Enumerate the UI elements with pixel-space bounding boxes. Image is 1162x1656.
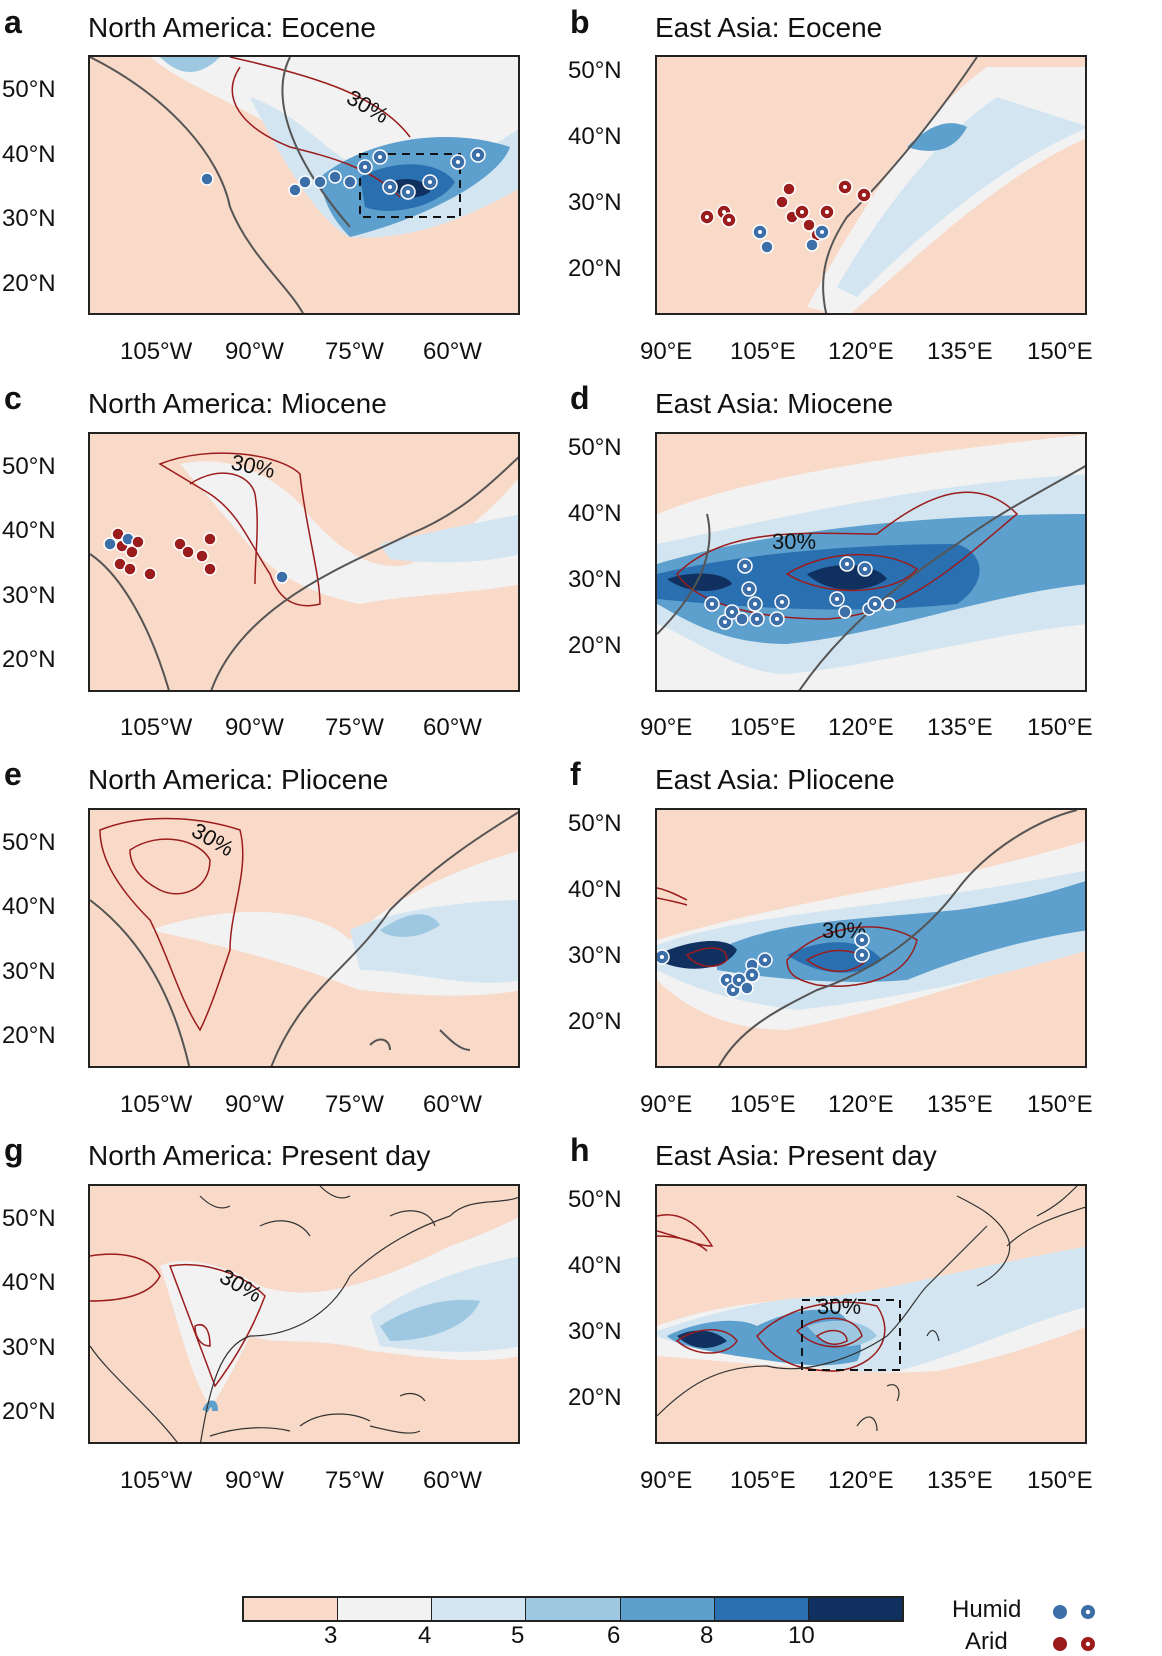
- panel-letter: d: [570, 380, 590, 416]
- legend-humid-label: Humid: [952, 1596, 1022, 1623]
- colorbar-tick: 10: [788, 1622, 815, 1649]
- colorbar-swatch: [714, 1598, 809, 1620]
- panel-title: East Asia: Present day: [655, 1140, 937, 1171]
- colorbar-swatch: [338, 1598, 433, 1620]
- colorbar-tick: 5: [511, 1622, 525, 1649]
- map-na-eocene: 30%: [88, 55, 520, 315]
- panel-title: North America: Eocene: [88, 12, 376, 43]
- legend-arid-label: Arid: [965, 1628, 1008, 1655]
- panel-title: East Asia: Miocene: [655, 388, 894, 419]
- proxy-sites: [103, 527, 289, 584]
- map-ea-miocene: 30%: [655, 432, 1087, 692]
- colorbar-swatch: [432, 1598, 527, 1620]
- panel-letter: g: [4, 1132, 24, 1168]
- colorbar-tick: 4: [418, 1622, 432, 1649]
- panel-letter: h: [570, 1132, 590, 1168]
- panel-title: North America: Pliocene: [88, 764, 389, 795]
- proxy-sites: [704, 556, 896, 630]
- colorbar: [242, 1596, 904, 1622]
- contour-label: 30%: [817, 1294, 861, 1319]
- panel-letter: b: [570, 4, 590, 40]
- panel-letter: a: [4, 4, 22, 40]
- map-na-present: 30%: [88, 1184, 520, 1444]
- colorbar-tick: 3: [324, 1622, 338, 1649]
- panel-letter: c: [4, 380, 22, 416]
- colorbar-tick: 8: [700, 1622, 714, 1649]
- contour-label: 30%: [772, 529, 816, 554]
- panel-title: East Asia: Eocene: [655, 12, 883, 43]
- proxy-sites: [657, 932, 870, 998]
- colorbar-swatch: [244, 1598, 339, 1620]
- map-ea-eocene: [655, 55, 1087, 315]
- map-na-pliocene: 30%: [88, 808, 520, 1068]
- panel-letter: e: [4, 756, 22, 792]
- map-ea-pliocene: 30%: [655, 808, 1087, 1068]
- panel-title: North America: Miocene: [88, 388, 387, 419]
- panel-title: North America: Present day: [88, 1140, 431, 1171]
- proxy-sites: [699, 179, 872, 254]
- proxy-sites: [200, 147, 486, 200]
- arid-marker-icon: [1053, 1637, 1067, 1651]
- colorbar-tick: 6: [607, 1622, 621, 1649]
- panel-title: East Asia: Pliocene: [655, 764, 895, 795]
- map-ea-present: 30%: [655, 1184, 1087, 1444]
- colorbar-swatch: [808, 1598, 902, 1620]
- colorbar-swatch: [526, 1598, 621, 1620]
- map-na-miocene: 30%: [88, 432, 520, 692]
- legend-markers: [1053, 1605, 1095, 1651]
- humid-marker-icon: [1053, 1605, 1067, 1619]
- colorbar-swatch: [620, 1598, 715, 1620]
- panel-letter: f: [570, 756, 581, 792]
